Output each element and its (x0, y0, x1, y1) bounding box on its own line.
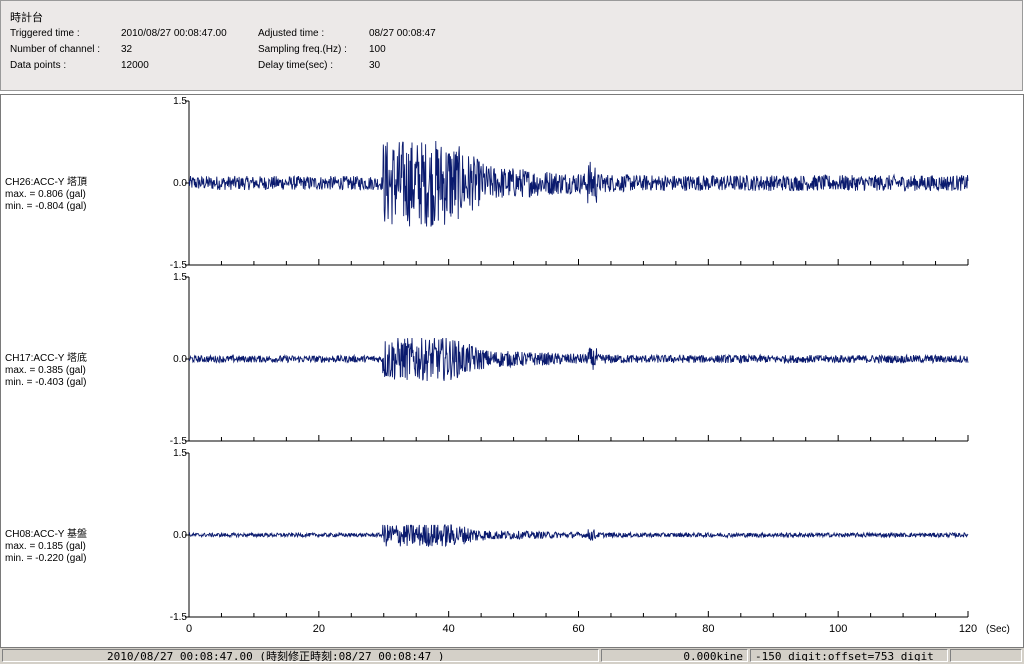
waveform-ch26 (188, 140, 969, 227)
status-offset-cell: -150 digit:offset=753 digit (750, 649, 948, 662)
channel-count-label: Number of channel : (10, 44, 101, 55)
x-tick-label: 40 (443, 623, 455, 635)
waveform-plot-area[interactable]: CH26:ACC-Y 塔頂 max. = 0.806 (gal) min. = … (0, 94, 1024, 648)
x-tick-label: 120 (959, 623, 977, 635)
x-unit-label: (Sec) (986, 624, 1010, 635)
y-tick-label: 1.5 (173, 96, 187, 107)
delay-time-value: 30 (369, 60, 381, 71)
y-tick-label: 0.0 (173, 354, 187, 365)
channel-info-ch17: CH17:ACC-Y 塔底 max. = 0.385 (gal) min. = … (5, 353, 87, 389)
status-bar: 2010/08/27 00:08:47.00 (時刻修正時刻:08/27 00:… (0, 648, 1024, 664)
status-time: 2010/08/27 00:08:47.00 (時刻修正時刻:08/27 00:… (107, 650, 445, 662)
triggered-time-value: 2010/08/27 00:08:47.00 (121, 28, 227, 39)
channel-info-ch08: CH08:ACC-Y 基盤 max. = 0.185 (gal) min. = … (5, 529, 87, 565)
status-velocity: 0.000kine (683, 650, 743, 662)
adjusted-time-label: Adjusted time : (258, 28, 325, 39)
channel-max: max. = 0.185 (gal) (5, 541, 86, 552)
channel-min: min. = -0.804 (gal) (5, 201, 87, 212)
delay-time-label: Delay time(sec) : (258, 60, 334, 71)
y-tick-label: 1.5 (173, 448, 187, 459)
status-velocity-cell: 0.000kine (601, 649, 748, 662)
sampling-freq-label: Sampling freq.(Hz) : (258, 44, 347, 55)
data-points-value: 12000 (121, 60, 149, 71)
status-empty-cell (950, 649, 1022, 662)
y-tick-label: 0.0 (173, 178, 187, 189)
y-tick-label: -1.5 (170, 436, 188, 447)
status-offset: -150 digit:offset=753 digit (755, 650, 934, 662)
sampling-freq-value: 100 (369, 44, 386, 55)
status-time-cell: 2010/08/27 00:08:47.00 (時刻修正時刻:08/27 00:… (2, 649, 599, 662)
station-title: 時計台 (10, 12, 43, 24)
waveform-ch17 (188, 337, 969, 382)
record-info-header: 時計台 Triggered time : 2010/08/27 00:08:47… (0, 0, 1023, 91)
x-tick-label: 100 (829, 623, 847, 635)
channel-min: min. = -0.403 (gal) (5, 377, 87, 388)
waveform-ch08 (188, 524, 969, 548)
triggered-time-label: Triggered time : (10, 28, 80, 39)
channel-max: max. = 0.385 (gal) (5, 365, 86, 376)
x-tick-label: 80 (702, 623, 714, 635)
data-points-label: Data points : (10, 60, 67, 71)
y-tick-label: -1.5 (170, 612, 188, 623)
channel-name: CH17:ACC-Y 塔底 (5, 353, 88, 364)
y-tick-label: -1.5 (170, 260, 188, 271)
y-tick-label: 1.5 (173, 272, 187, 283)
x-tick-label: 0 (186, 623, 192, 635)
channel-info-ch26: CH26:ACC-Y 塔頂 max. = 0.806 (gal) min. = … (5, 177, 87, 213)
channel-min: min. = -0.220 (gal) (5, 553, 87, 564)
channel-name: CH08:ACC-Y 基盤 (5, 529, 88, 540)
channel-name: CH26:ACC-Y 塔頂 (5, 177, 88, 188)
waveform-chart: 1.50.0-1.51.50.0-1.51.50.0-1.50 20 40 60 80 1… (170, 96, 1010, 635)
channel-max: max. = 0.806 (gal) (5, 189, 86, 200)
channel-count-value: 32 (121, 44, 133, 55)
adjusted-time-value: 08/27 00:08:47 (369, 28, 436, 39)
x-tick-label: 20 (313, 623, 325, 635)
y-tick-label: 0.0 (173, 530, 187, 541)
x-tick-label: 60 (572, 623, 584, 635)
